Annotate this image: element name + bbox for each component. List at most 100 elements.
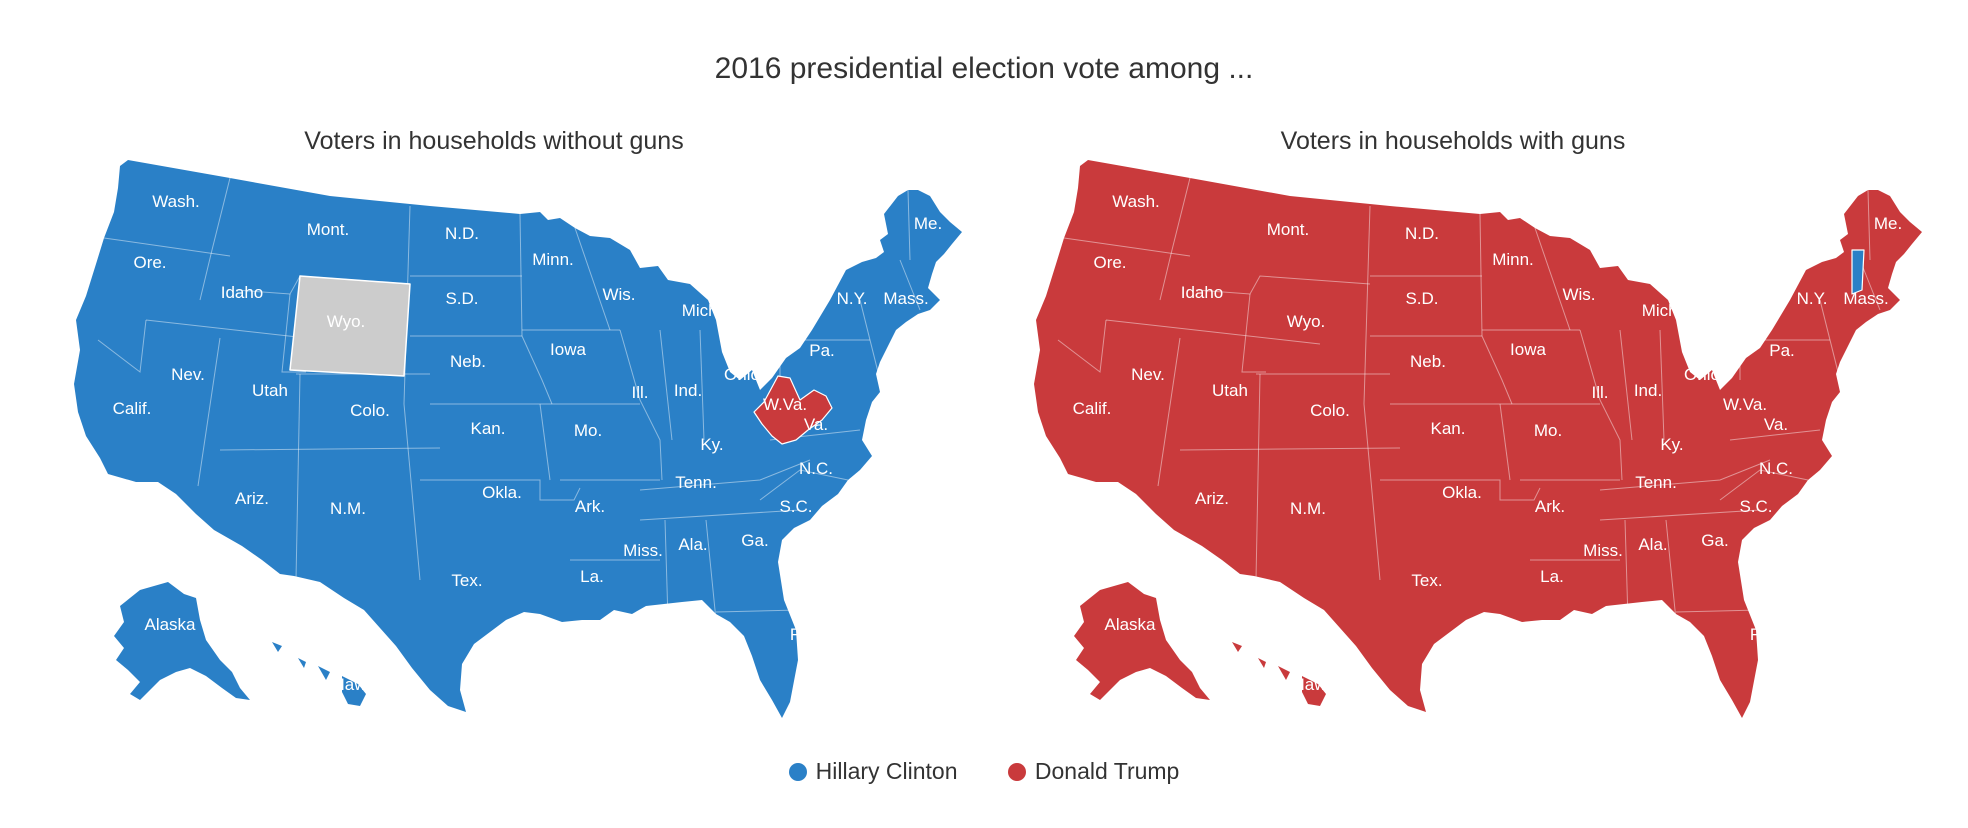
state-label: Va. (804, 415, 828, 434)
state-border (521, 335, 553, 405)
state-label: Neb. (1410, 352, 1446, 371)
state-label: Ariz. (235, 489, 269, 508)
state-label: N.C. (1759, 459, 1793, 478)
state-border (639, 459, 811, 491)
state-label: Mass. (883, 289, 928, 308)
state-border (420, 479, 581, 501)
state-label: W.Va. (1723, 395, 1767, 414)
state-label: Wash. (1112, 192, 1160, 211)
state-label: Tenn. (675, 473, 717, 492)
state-label: Colo. (350, 401, 390, 420)
state-border (619, 329, 663, 481)
state-border (1481, 335, 1513, 405)
state-label: Calif. (1073, 399, 1112, 418)
state-shape-alaska (114, 582, 250, 700)
state-label: N.Y. (1797, 289, 1828, 308)
state-label: N.D. (1405, 224, 1439, 243)
state-label: Pa. (809, 341, 835, 360)
state-label: Minn. (1492, 250, 1534, 269)
state-border (1159, 177, 1191, 301)
state-border (859, 299, 881, 381)
state-label: Okla. (1442, 483, 1482, 502)
state-border (715, 609, 801, 613)
state-border (1599, 509, 1761, 521)
state-border (1179, 447, 1401, 451)
state-border (1195, 275, 1371, 295)
state-label: La. (1540, 567, 1564, 586)
map-with-guns: Wash. Ore. Calif. Nev. Idaho Mont. Wyo. Utah Ari… (1034, 160, 1922, 718)
state-border (1599, 459, 1771, 491)
state-shape-hawaii (272, 642, 366, 706)
state-label: Ind. (674, 381, 702, 400)
state-border (281, 293, 306, 373)
state-label: Alaska (1104, 615, 1156, 634)
state-shape-west-virginia (753, 375, 833, 445)
state-label: Ore. (1093, 253, 1126, 272)
state-label: La. (580, 567, 604, 586)
state-label: Ariz. (1195, 489, 1229, 508)
continental-us-shape (1034, 160, 1922, 718)
state-border (1680, 319, 1741, 380)
state-border (197, 337, 221, 487)
state-border (1719, 469, 1809, 501)
state-label: Ore. (133, 253, 166, 272)
state-border (1579, 329, 1623, 481)
state-border (1063, 237, 1191, 257)
continental-us-shape (74, 160, 962, 718)
state-label: Utah (252, 381, 288, 400)
state-label: Miss. (623, 541, 663, 560)
legend-label-clinton: Hillary Clinton (815, 758, 958, 784)
state-shape-wyoming (289, 275, 411, 377)
state-label: Alaska (144, 615, 196, 634)
state-label: Mich. (1642, 301, 1683, 320)
state-border (1479, 213, 1483, 337)
state-label: Va. (1764, 415, 1788, 434)
state-border (907, 189, 911, 261)
state-label: Hawaii (1292, 675, 1343, 694)
state-label: Mont. (1267, 220, 1310, 239)
state-border (1363, 205, 1371, 405)
map-without-guns: Wash. Ore. Calif. Nev. Idaho Mont. Wyo. Utah Ari… (74, 160, 962, 718)
legend-item-trump: Donald Trump (1007, 758, 1179, 785)
state-border (1624, 519, 1629, 621)
state-border (103, 237, 231, 257)
state-label: S.D. (445, 289, 478, 308)
state-label: Miss. (1583, 541, 1623, 560)
state-label: Mont. (307, 220, 350, 239)
state-border (899, 259, 921, 311)
state-border (1057, 319, 1107, 373)
state-border (1867, 189, 1871, 261)
state-label: Fla. (1750, 625, 1778, 644)
state-label: Kan. (1431, 419, 1466, 438)
map-title-with-guns: Voters in households with guns (1280, 127, 1626, 155)
state-border (1819, 299, 1841, 381)
state-label: Tenn. (1635, 473, 1677, 492)
state-border (705, 519, 717, 621)
state-label: Calif. (113, 399, 152, 418)
state-label: Ark. (1535, 497, 1565, 516)
state-label: Ill. (632, 383, 649, 402)
state-shape-vermont (1851, 249, 1865, 295)
state-border (97, 319, 147, 373)
state-label: Wyo. (1287, 312, 1326, 331)
legend-dot-clinton (788, 762, 807, 781)
state-border (1241, 293, 1266, 373)
state-label: Ala. (1638, 535, 1667, 554)
state-label: S.C. (1739, 497, 1772, 516)
state-label: Mo. (574, 421, 602, 440)
state-label: Wis. (1562, 285, 1595, 304)
state-border (720, 319, 781, 380)
state-label: S.C. (779, 497, 812, 516)
state-border (639, 509, 801, 521)
state-label: N.C. (799, 459, 833, 478)
state-label: Minn. (532, 250, 574, 269)
state-label: N.M. (330, 499, 366, 518)
state-label: W.Va. (763, 395, 807, 414)
state-border (1380, 479, 1541, 501)
state-border (699, 329, 705, 441)
state-label: Fla. (790, 625, 818, 644)
state-border (1659, 329, 1665, 441)
state-border (659, 329, 673, 441)
state-label: N.M. (1290, 499, 1326, 518)
state-border (1619, 329, 1633, 441)
